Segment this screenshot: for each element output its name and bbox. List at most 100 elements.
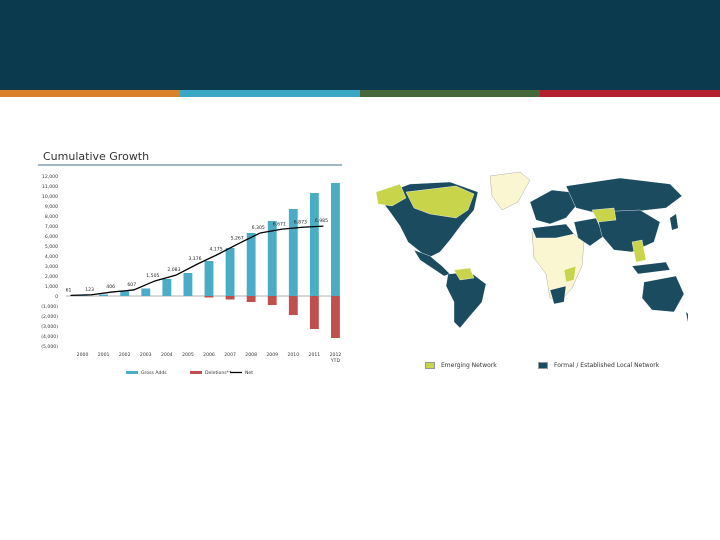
map-region-africa xyxy=(531,227,585,303)
y-tick-label: 4,000 xyxy=(45,254,58,260)
map-region-southeast-asia-emerging xyxy=(631,239,647,263)
net-data-label: 607 xyxy=(127,282,136,288)
legend-swatch xyxy=(126,371,138,374)
cumulative-growth-chart: 12,000 11,000 10,000 9,000 8,000 7,000 6,000 5,… xyxy=(41,174,342,376)
chart-title: Cumulative Growth xyxy=(43,150,150,163)
map-legend-emerging: Emerging Network xyxy=(425,358,497,372)
map-region-middle-east xyxy=(573,217,605,247)
y-tick-label: (4,000) xyxy=(41,334,58,340)
y-tick-label: 0 xyxy=(55,294,58,300)
deletions-bar xyxy=(204,296,214,298)
map-legend-label-emerging: Emerging Network xyxy=(441,361,497,369)
deletions-bar xyxy=(309,296,319,329)
y-tick-label: 10,000 xyxy=(42,194,58,200)
map-region-japan xyxy=(670,214,678,230)
map-region-russia xyxy=(565,177,683,215)
x-tick-label: 2005 xyxy=(182,352,194,358)
net-data-label: 6,873 xyxy=(294,219,307,225)
map-region-indonesia xyxy=(631,261,671,275)
map-legend-label-formal: Formal / Established Local Network xyxy=(554,361,660,369)
x-tick-label: 2001 xyxy=(98,352,110,358)
net-data-label: 6,985 xyxy=(315,218,328,224)
x-tick-label: 2012 xyxy=(330,352,342,358)
map-region-venezuela xyxy=(453,267,475,281)
map-region-alaska xyxy=(375,183,407,207)
x-tick-label: 2009 xyxy=(266,352,278,358)
gross-adds-bar xyxy=(78,295,87,296)
y-tick-label: 3,000 xyxy=(45,264,58,270)
deletions-bar xyxy=(246,296,256,302)
chart-title-rule xyxy=(38,164,342,166)
map-region-central-america xyxy=(413,249,451,277)
y-tick-label: 7,000 xyxy=(45,224,58,230)
x-tick-label: 2010 xyxy=(287,352,299,358)
world-network-map xyxy=(370,162,688,334)
x-tick-label: 2002 xyxy=(119,352,131,358)
y-tick-label: 11,000 xyxy=(42,184,58,190)
gross-adds-bar xyxy=(331,183,340,296)
map-region-new-zealand xyxy=(686,312,688,322)
y-tick-label: 8,000 xyxy=(45,214,58,220)
map-region-canada xyxy=(405,185,475,219)
gross-adds-bar xyxy=(162,279,172,296)
gross-adds-bar xyxy=(99,294,109,296)
net-data-label: 1,505 xyxy=(146,273,159,279)
legend-swatch xyxy=(190,371,202,374)
map-region-australia xyxy=(641,275,685,313)
accent-stripe-red xyxy=(540,90,720,97)
y-tick-label: 5,000 xyxy=(45,244,58,250)
y-tick-label: 2,000 xyxy=(45,274,58,280)
gross-adds-bar xyxy=(246,233,256,296)
map-region-south-africa xyxy=(549,285,567,305)
gross-adds-bar xyxy=(120,290,130,296)
accent-stripe-green xyxy=(360,90,540,97)
net-data-label: 6,671 xyxy=(273,221,286,227)
x-tick-label: 2003 xyxy=(140,352,152,358)
gross-adds-bar xyxy=(267,221,277,296)
net-data-label: 6,305 xyxy=(252,225,265,231)
deletions-bar xyxy=(225,296,235,300)
y-tick-label: 9,000 xyxy=(45,204,58,210)
x-tick-label: 2000 xyxy=(77,352,89,358)
legend-label: Gross Adds xyxy=(141,370,167,376)
x-tick-label-line2: YTD xyxy=(330,358,341,364)
map-region-north-africa xyxy=(531,223,575,239)
gross-adds-bar xyxy=(288,209,298,296)
net-data-label: 406 xyxy=(106,284,115,290)
net-data-label: 4,175 xyxy=(209,246,222,252)
y-tick-label: (5,000) xyxy=(41,344,58,350)
gross-adds-bar xyxy=(204,261,214,296)
legend-label: Deletions** xyxy=(205,370,232,376)
deletions-bar xyxy=(267,296,277,305)
y-tick-label: (3,000) xyxy=(41,324,58,330)
map-legend-swatch-formal xyxy=(538,361,548,369)
x-tick-label: 2011 xyxy=(309,352,321,358)
net-series-line xyxy=(70,225,324,297)
y-tick-label: 6,000 xyxy=(45,234,58,240)
y-tick-label: (1,000) xyxy=(41,304,58,310)
map-region-south-america xyxy=(445,271,487,329)
map-region-central-asia-emerging xyxy=(591,207,617,223)
x-tick-label: 2007 xyxy=(224,352,236,358)
net-data-label: 123 xyxy=(85,287,94,293)
gross-adds-bar xyxy=(225,248,235,296)
map-region-greenland xyxy=(489,171,531,211)
accent-stripe-orange xyxy=(0,90,180,97)
gross-adds-bar xyxy=(183,273,193,296)
map-legend-formal: Formal / Established Local Network xyxy=(538,358,659,372)
map-region-east-africa-emerging xyxy=(563,265,577,283)
gross-adds-bar xyxy=(309,193,319,296)
deletions-bar xyxy=(331,296,340,338)
net-data-label: 3,176 xyxy=(188,256,201,262)
y-tick-label: (2,000) xyxy=(41,314,58,320)
net-data-label: 5,267 xyxy=(231,235,244,241)
map-legend-swatch-emerging xyxy=(425,361,435,369)
y-tick-label: 1,000 xyxy=(45,284,58,290)
net-data-label: 61 xyxy=(66,287,72,293)
accent-stripe-blue xyxy=(180,90,360,97)
header-band xyxy=(0,0,720,90)
x-tick-label: 2006 xyxy=(203,352,215,358)
x-tick-label: 2008 xyxy=(245,352,257,358)
x-tick-label: 2004 xyxy=(161,352,173,358)
map-region-europe xyxy=(529,189,577,225)
